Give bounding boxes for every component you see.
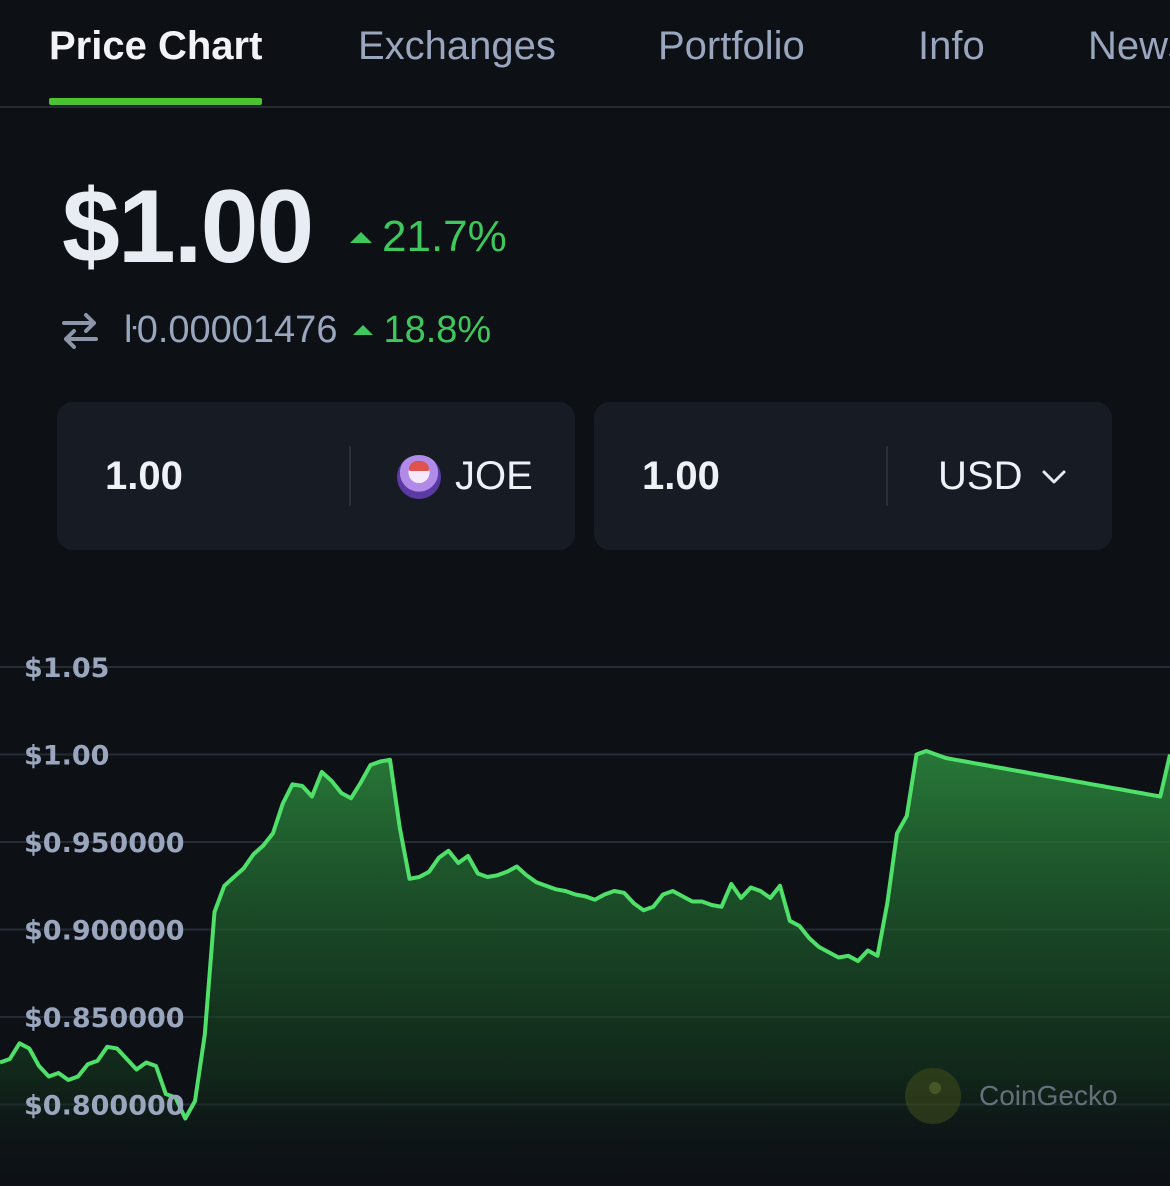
tab-news[interactable]: News — [1088, 24, 1170, 68]
tab-info[interactable]: Info — [918, 24, 985, 68]
y-tick-label: $0.900000 — [24, 916, 185, 947]
tab-portfolio[interactable]: Portfolio — [658, 24, 805, 68]
converter-to: 1.00 USD — [594, 402, 1112, 550]
y-tick-label: $0.850000 — [24, 1003, 185, 1034]
divider — [886, 446, 888, 506]
usd-price: $1.00 — [62, 169, 314, 285]
btc-price: ŀ0.00001476 — [124, 308, 338, 351]
y-tick-label: $0.950000 — [24, 828, 185, 859]
active-tab-indicator — [49, 98, 262, 105]
divider — [349, 446, 351, 506]
joe-token-icon — [397, 454, 441, 499]
usd-change: 21.7% — [350, 212, 507, 262]
converter-from: 1.00 JOE — [57, 402, 575, 550]
price-line — [0, 749, 1170, 1121]
y-tick-label: $0.800000 — [24, 1091, 185, 1122]
from-unit-label: JOE — [455, 454, 533, 498]
price-area — [0, 751, 1170, 1186]
coingecko-watermark: CoinGecko — [905, 1068, 1118, 1124]
coingecko-logo — [905, 1068, 961, 1124]
triangle-up-icon — [353, 325, 374, 335]
price-chart[interactable]: $1.05 $1.00 $0.950000 $0.900000 $0.850000 $0.… — [0, 630, 1170, 1186]
btc-price-row: ŀ0.00001476 18.8% — [60, 306, 491, 354]
y-tick-label: $1.00 — [24, 741, 109, 772]
currency-select[interactable]: USD — [938, 454, 1068, 499]
y-tick-label: $1.05 — [24, 653, 109, 684]
triangle-up-icon — [350, 231, 372, 243]
currency-select-label: USD — [938, 454, 1023, 498]
chevron-down-icon — [1042, 470, 1066, 483]
btc-change-value: 18.8% — [383, 308, 492, 351]
tab-price-chart[interactable]: Price Chart — [49, 24, 263, 68]
btc-change: 18.8% — [353, 309, 491, 352]
from-amount-input[interactable]: 1.00 — [105, 454, 183, 498]
tab-exchanges[interactable]: Exchanges — [358, 24, 556, 68]
to-amount-input[interactable]: 1.00 — [642, 454, 720, 498]
watermark-text: CoinGecko — [979, 1080, 1118, 1111]
usd-change-value: 21.7% — [382, 212, 507, 261]
from-unit: JOE — [397, 454, 533, 499]
tab-bar: Price Chart Exchanges Portfolio Info New… — [0, 0, 1170, 108]
swap-arrows-icon[interactable] — [60, 310, 100, 350]
